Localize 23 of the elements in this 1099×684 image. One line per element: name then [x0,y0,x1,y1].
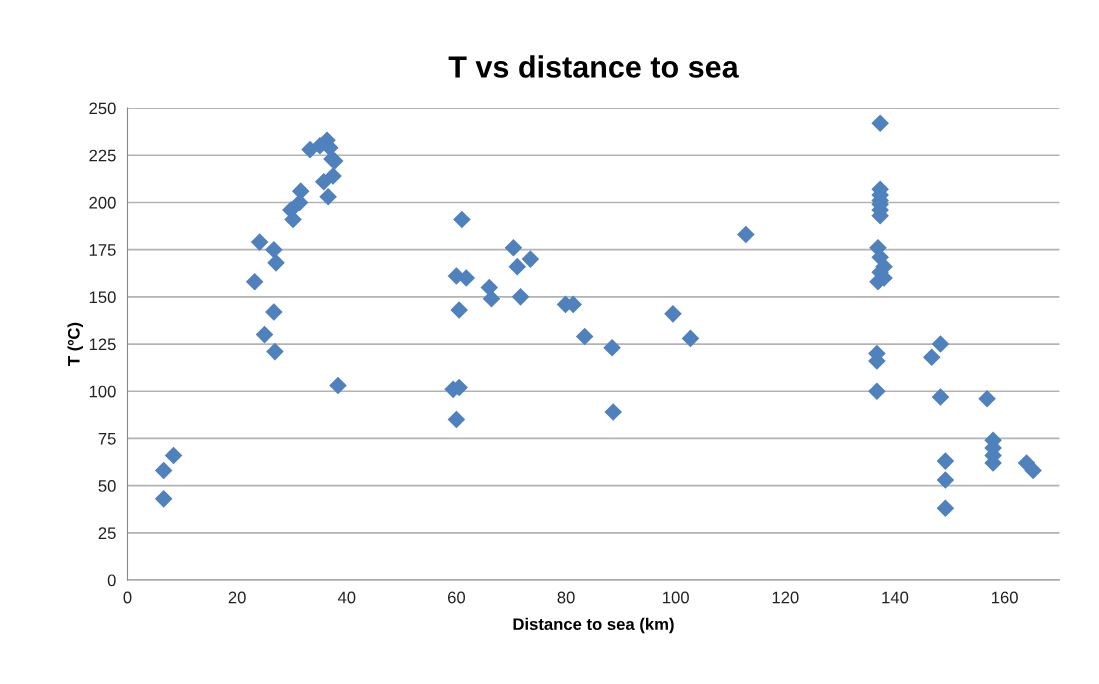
y-tick-label: 75 [98,433,116,445]
y-tick-label: 50 [98,480,116,492]
x-tick-label: 0 [123,591,132,604]
x-tick-label: 160 [991,591,1018,604]
x-tick-label: 140 [882,591,909,604]
x-tick-label: 40 [337,591,356,604]
x-tick-label: 60 [447,591,466,604]
y-tick-label: 25 [98,527,116,540]
y-tick-label: 175 [89,244,116,256]
y-tick-label: 250 [89,102,116,115]
x-tick-label: 100 [663,591,689,604]
y-tick-label: 0 [107,574,116,587]
x-tick-label: 120 [772,591,799,604]
y-tick-label: 200 [89,196,116,209]
x-axis-title: Distance to sea (km) [513,617,674,634]
y-tick-label: 125 [89,338,116,351]
chart-title: T vs distance to sea [448,55,739,78]
x-tick-label: 20 [228,591,246,604]
y-axis-title: T (ºC) [67,322,84,366]
y-tick-label: 225 [89,149,116,162]
x-tick-label: 80 [557,591,575,604]
y-tick-label: 150 [89,291,116,304]
y-tick-label: 100 [89,385,116,398]
